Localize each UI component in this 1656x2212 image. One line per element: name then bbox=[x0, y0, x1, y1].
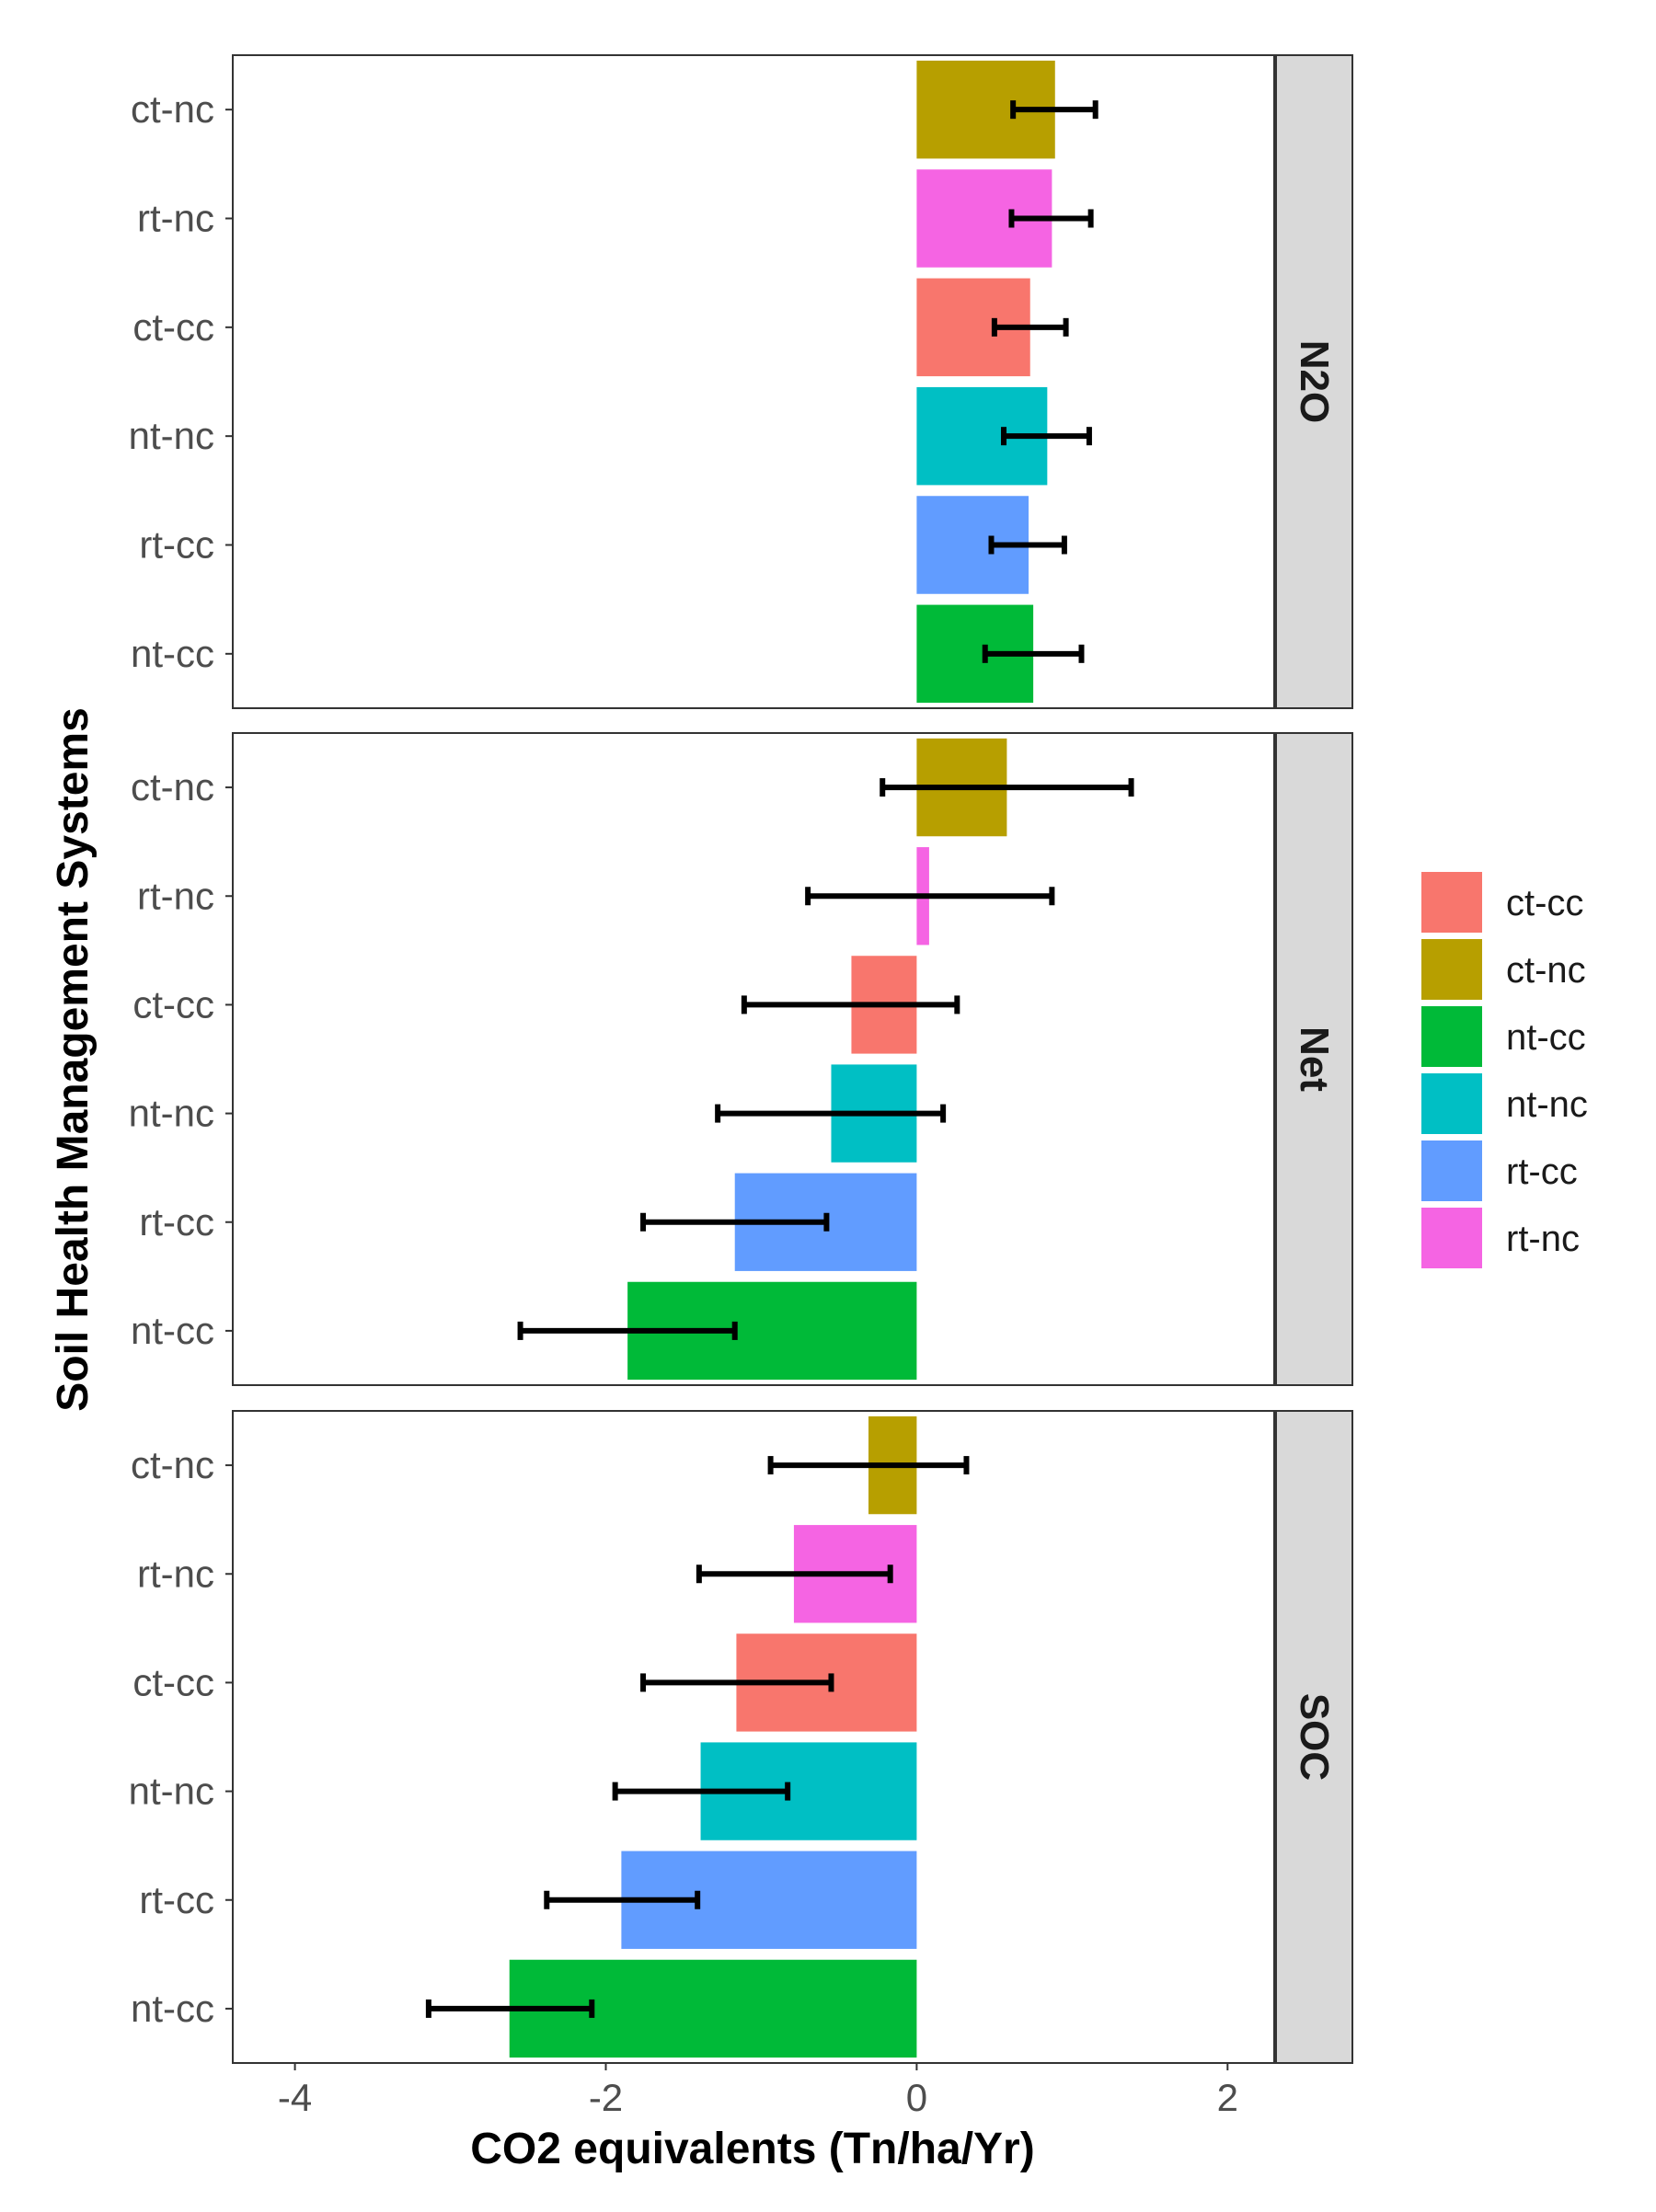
x-tick-label: 2 bbox=[1217, 2076, 1238, 2119]
x-tick-label: 0 bbox=[906, 2076, 927, 2119]
facet-label: N2O bbox=[1292, 340, 1337, 423]
y-tick-label: nt-nc bbox=[129, 1770, 214, 1813]
y-tick-label: ct-nc bbox=[131, 765, 214, 808]
y-tick-label: ct-cc bbox=[132, 1660, 214, 1703]
facet-label: Net bbox=[1292, 1026, 1337, 1092]
legend-label: ct-cc bbox=[1506, 883, 1583, 923]
y-tick-label: nt-cc bbox=[131, 1987, 214, 2030]
y-tick-label: rt-nc bbox=[137, 1552, 214, 1595]
facet-strip bbox=[1275, 54, 1353, 709]
legend-label: ct-nc bbox=[1506, 950, 1586, 991]
y-tick-label: rt-nc bbox=[137, 874, 214, 917]
y-tick-label: nt-cc bbox=[131, 632, 214, 675]
y-tick-label: nt-cc bbox=[131, 1309, 214, 1352]
y-tick-label: ct-cc bbox=[132, 982, 214, 1026]
facet-label: SOC bbox=[1292, 1693, 1337, 1781]
legend-label: nt-cc bbox=[1506, 1017, 1586, 1058]
y-tick-label: rt-cc bbox=[139, 523, 214, 567]
legend-label: rt-cc bbox=[1506, 1152, 1578, 1192]
legend-key bbox=[1421, 1006, 1482, 1067]
y-axis-title: Soil Health Management Systems bbox=[49, 707, 98, 1412]
y-tick-label: rt-nc bbox=[137, 197, 214, 240]
facet-strip bbox=[1275, 1410, 1353, 2064]
legend-key bbox=[1421, 872, 1482, 933]
legend-key bbox=[1421, 939, 1482, 1000]
x-tick-label: -2 bbox=[589, 2076, 623, 2119]
panel-Net bbox=[232, 732, 1275, 1386]
legend-key bbox=[1421, 1140, 1482, 1201]
y-tick-label: nt-nc bbox=[129, 414, 214, 457]
y-tick-label: ct-nc bbox=[131, 87, 214, 131]
legend-key bbox=[1421, 1073, 1482, 1134]
x-tick-label: -4 bbox=[278, 2076, 312, 2119]
y-tick-label: rt-cc bbox=[139, 1200, 214, 1244]
y-tick-label: nt-nc bbox=[129, 1092, 214, 1135]
legend-key bbox=[1421, 1208, 1482, 1268]
y-tick-label: rt-cc bbox=[139, 1878, 214, 1921]
y-tick-label: ct-cc bbox=[132, 305, 214, 349]
panel-SOC bbox=[232, 1410, 1275, 2064]
facet-strip bbox=[1275, 732, 1353, 1386]
panel-N2O bbox=[232, 54, 1275, 709]
legend-label: rt-nc bbox=[1506, 1219, 1580, 1259]
y-tick-label: ct-nc bbox=[131, 1443, 214, 1486]
legend-label: nt-nc bbox=[1506, 1084, 1588, 1125]
x-axis-title: CO2 equivalents (Tn/ha/Yr) bbox=[470, 2125, 1034, 2173]
